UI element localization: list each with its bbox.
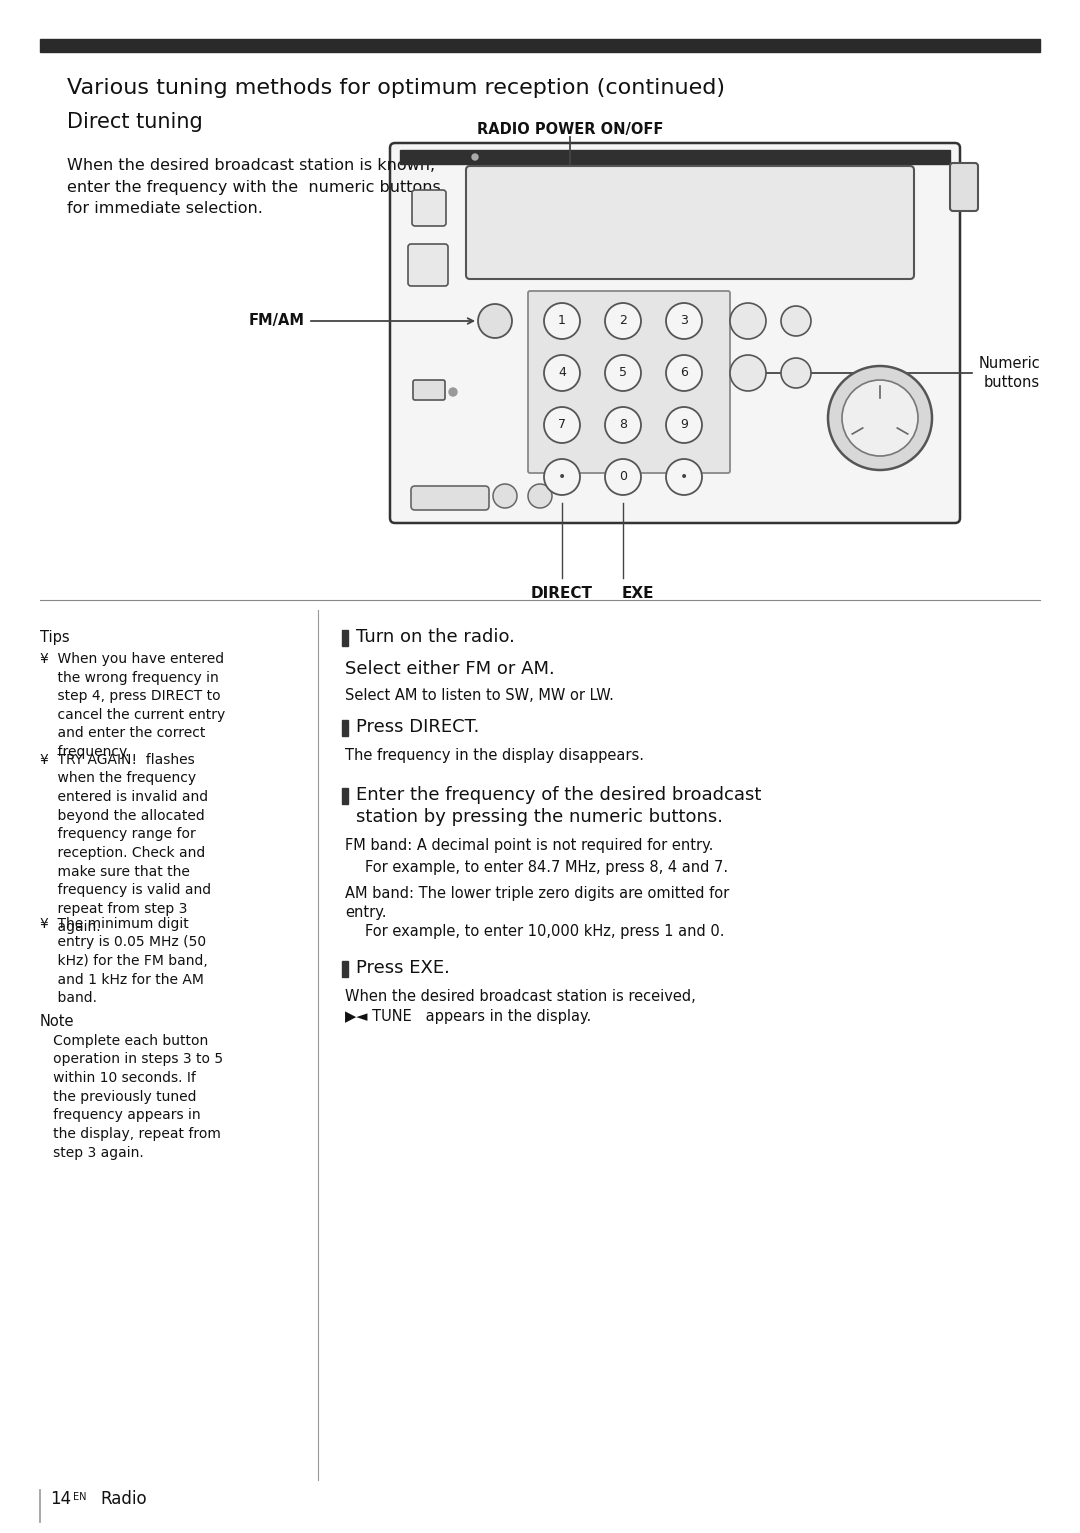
Circle shape bbox=[605, 458, 642, 495]
Bar bbox=[342, 721, 348, 736]
FancyBboxPatch shape bbox=[390, 143, 960, 523]
FancyBboxPatch shape bbox=[408, 244, 448, 287]
Text: 2: 2 bbox=[619, 314, 626, 328]
Circle shape bbox=[781, 359, 811, 388]
Text: 1: 1 bbox=[558, 314, 566, 328]
Text: Turn on the radio.: Turn on the radio. bbox=[356, 629, 515, 645]
Text: Various tuning methods for optimum reception (continued): Various tuning methods for optimum recep… bbox=[67, 78, 725, 98]
Bar bbox=[400, 150, 950, 164]
Text: Complete each button
   operation in steps 3 to 5
   within 10 seconds. If
   th: Complete each button operation in steps … bbox=[40, 1033, 224, 1159]
Text: 5: 5 bbox=[619, 366, 627, 380]
Circle shape bbox=[842, 380, 918, 455]
Text: DIRECT: DIRECT bbox=[531, 586, 593, 601]
Circle shape bbox=[828, 366, 932, 471]
Text: Press DIRECT.: Press DIRECT. bbox=[356, 717, 480, 736]
Text: 3: 3 bbox=[680, 314, 688, 328]
Text: 7: 7 bbox=[558, 419, 566, 431]
Text: RADIO POWER ON/OFF: RADIO POWER ON/OFF bbox=[476, 123, 663, 136]
Circle shape bbox=[544, 304, 580, 339]
Text: 8: 8 bbox=[619, 419, 627, 431]
Text: FM band: A decimal point is not required for entry.: FM band: A decimal point is not required… bbox=[345, 839, 714, 852]
FancyBboxPatch shape bbox=[411, 486, 489, 510]
Text: Radio: Radio bbox=[100, 1490, 147, 1508]
Text: When the desired broadcast station is received,
▶◄ TUNE   appears in the display: When the desired broadcast station is re… bbox=[345, 989, 696, 1024]
Text: ¥  The minimum digit
    entry is 0.05 MHz (50
    kHz) for the FM band,
    and: ¥ The minimum digit entry is 0.05 MHz (5… bbox=[40, 917, 207, 1006]
Text: FM/AM: FM/AM bbox=[249, 314, 305, 328]
Circle shape bbox=[781, 307, 811, 336]
Circle shape bbox=[666, 304, 702, 339]
Bar bbox=[342, 630, 348, 645]
Circle shape bbox=[528, 484, 552, 507]
Text: 4: 4 bbox=[558, 366, 566, 380]
FancyBboxPatch shape bbox=[465, 166, 914, 279]
Circle shape bbox=[478, 304, 512, 337]
FancyBboxPatch shape bbox=[950, 162, 978, 212]
FancyBboxPatch shape bbox=[528, 291, 730, 474]
Circle shape bbox=[730, 356, 766, 391]
Text: •: • bbox=[680, 471, 688, 484]
Circle shape bbox=[730, 304, 766, 339]
Circle shape bbox=[666, 458, 702, 495]
Text: 6: 6 bbox=[680, 366, 688, 380]
FancyBboxPatch shape bbox=[413, 380, 445, 400]
Text: When the desired broadcast station is known,
enter the frequency with the  numer: When the desired broadcast station is kn… bbox=[67, 158, 441, 216]
Text: 14: 14 bbox=[50, 1490, 71, 1508]
Bar bbox=[40, 38, 1040, 52]
Text: The frequency in the display disappears.: The frequency in the display disappears. bbox=[345, 748, 644, 763]
Text: Select either FM or AM.: Select either FM or AM. bbox=[345, 661, 555, 678]
Circle shape bbox=[472, 153, 478, 159]
Text: Enter the frequency of the desired broadcast
station by pressing the numeric but: Enter the frequency of the desired broad… bbox=[356, 786, 761, 826]
Circle shape bbox=[605, 406, 642, 443]
Text: AM band: The lower triple zero digits are omitted for
entry.: AM band: The lower triple zero digits ar… bbox=[345, 886, 729, 920]
Circle shape bbox=[666, 356, 702, 391]
Text: 0: 0 bbox=[619, 471, 627, 483]
Text: Numeric
buttons: Numeric buttons bbox=[978, 356, 1040, 391]
Bar bbox=[342, 961, 348, 977]
FancyBboxPatch shape bbox=[411, 190, 446, 225]
Text: EXE: EXE bbox=[622, 586, 654, 601]
Bar bbox=[417, 251, 441, 261]
Circle shape bbox=[449, 388, 457, 396]
Circle shape bbox=[544, 356, 580, 391]
Text: 9: 9 bbox=[680, 419, 688, 431]
Text: Press EXE.: Press EXE. bbox=[356, 960, 450, 977]
Circle shape bbox=[605, 304, 642, 339]
Text: ¥  TRY AGAIN!  flashes
    when the frequency
    entered is invalid and
    bey: ¥ TRY AGAIN! flashes when the frequency … bbox=[40, 753, 211, 935]
Text: For example, to enter 84.7 MHz, press 8, 4 and 7.: For example, to enter 84.7 MHz, press 8,… bbox=[365, 860, 728, 875]
Text: Direct tuning: Direct tuning bbox=[67, 112, 203, 132]
Text: For example, to enter 10,000 kHz, press 1 and 0.: For example, to enter 10,000 kHz, press … bbox=[365, 924, 725, 940]
Bar bbox=[342, 788, 348, 803]
Circle shape bbox=[605, 356, 642, 391]
Text: •: • bbox=[558, 471, 566, 484]
Text: EN: EN bbox=[73, 1492, 86, 1502]
Text: ¥  When you have entered
    the wrong frequency in
    step 4, press DIRECT to
: ¥ When you have entered the wrong freque… bbox=[40, 652, 226, 759]
Circle shape bbox=[544, 458, 580, 495]
Circle shape bbox=[666, 406, 702, 443]
Text: Select AM to listen to SW, MW or LW.: Select AM to listen to SW, MW or LW. bbox=[345, 688, 613, 704]
Text: Tips: Tips bbox=[40, 630, 69, 645]
Circle shape bbox=[492, 484, 517, 507]
Text: Note: Note bbox=[40, 1013, 75, 1029]
Circle shape bbox=[544, 406, 580, 443]
